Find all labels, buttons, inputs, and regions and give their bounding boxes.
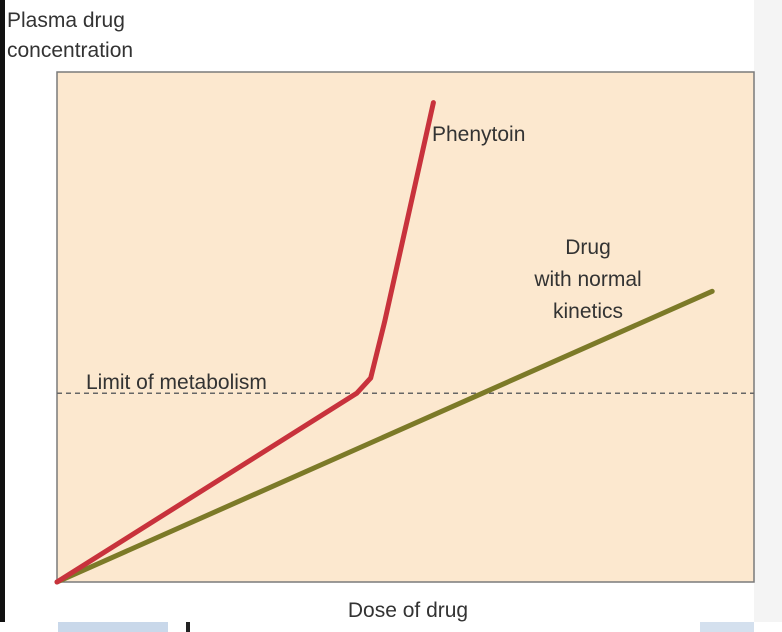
series-label-normal-kinetics: kinetics bbox=[553, 300, 623, 323]
y-axis-label: concentration bbox=[7, 39, 133, 62]
bottom-decoration bbox=[186, 622, 190, 632]
series-label-normal-kinetics: with normal bbox=[533, 268, 641, 291]
bottom-strip bbox=[0, 622, 782, 632]
x-axis-label: Dose of drug bbox=[348, 599, 468, 622]
plot-area bbox=[56, 71, 755, 583]
series-line-normal-kinetics bbox=[54, 288, 715, 585]
window-edge-right bbox=[754, 0, 782, 632]
series-label-normal-kinetics: Drug bbox=[565, 236, 611, 259]
series-line-phenytoin bbox=[54, 100, 436, 585]
y-axis-label: Plasma drug bbox=[7, 9, 125, 32]
bottom-decoration bbox=[700, 622, 754, 632]
series-label-phenytoin: Phenytoin bbox=[432, 123, 525, 146]
bottom-decoration bbox=[58, 622, 168, 632]
window-edge-left bbox=[0, 0, 5, 632]
limit-of-metabolism-label: Limit of metabolism bbox=[86, 371, 267, 394]
